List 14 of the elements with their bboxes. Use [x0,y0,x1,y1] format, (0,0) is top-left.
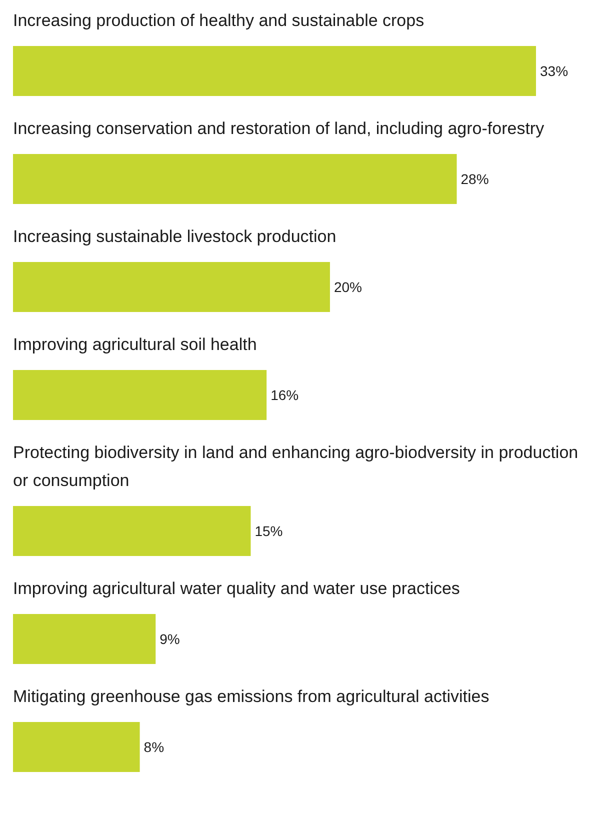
data-label: 9% [160,631,180,647]
data-label: 8% [144,739,164,755]
y-tick-label: Increasing production of healthy and sustainable crops [13,11,424,30]
data-label: 20% [334,279,362,295]
y-tick-label: Improving agricultural water quality and water use practices [13,579,460,598]
data-label: 33% [540,63,568,79]
y-tick-label: Increasing conservation and restoration of land, including agro-forestry [13,119,545,138]
y-tick-label: Protecting biodiversity in land and enhancing agro-biodversity in production or consumption [13,443,578,490]
data-label: 28% [460,171,489,187]
y-tick-label: Improving agricultural soil health [13,335,257,354]
y-tick-label: Mitigating greenhouse gas emissions from agricultural activities [13,687,490,706]
y-tick-label: Increasing sustainable livestock production [13,227,336,246]
data-label: 16% [270,387,299,403]
data-label: 15% [254,523,283,539]
